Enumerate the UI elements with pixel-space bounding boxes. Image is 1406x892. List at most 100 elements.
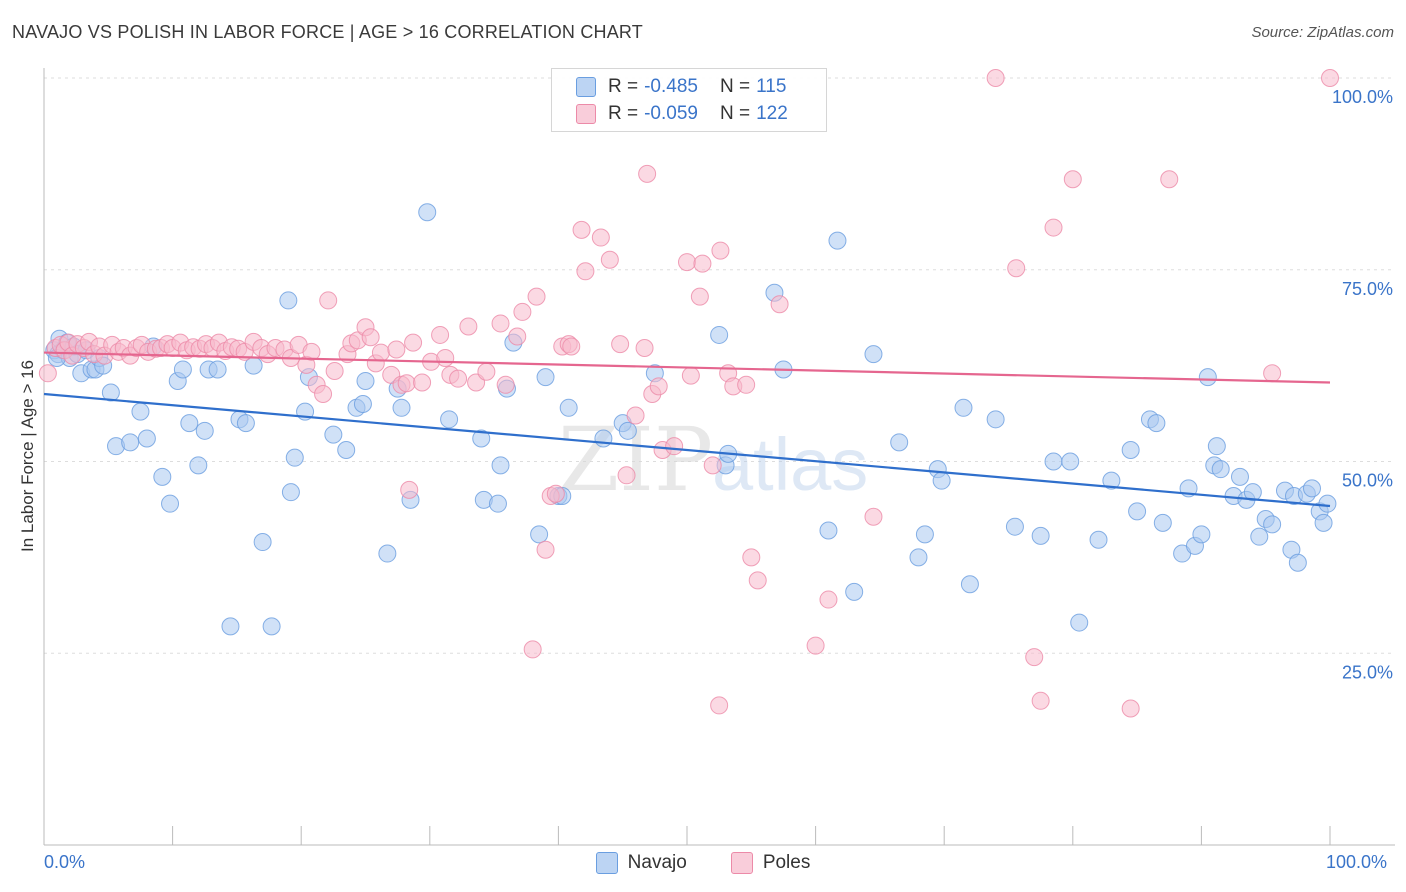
poles-point (459, 317, 478, 336)
legend-n-label: N = (719, 76, 751, 97)
navajo-point (1198, 368, 1217, 387)
navajo-point (153, 467, 172, 486)
navajo-point (536, 368, 555, 387)
navajo-point (1128, 502, 1147, 521)
poles-point (513, 302, 532, 321)
poles-point (449, 369, 468, 388)
navajo-point (1044, 452, 1063, 471)
navajo-point (208, 360, 227, 379)
navajo-point (488, 494, 507, 513)
poles-point (371, 343, 390, 362)
poles-point (711, 241, 730, 260)
navajo-point (559, 398, 578, 417)
navajo-point (324, 425, 343, 444)
poles-r-value: -0.059 (644, 103, 698, 124)
poles-point (806, 636, 825, 655)
poles-point (38, 364, 57, 383)
poles-point (508, 327, 527, 346)
navajo-point (262, 617, 281, 636)
poles-point (523, 640, 542, 659)
navajo-point (1250, 527, 1269, 546)
axes (43, 68, 1395, 846)
poles-point (527, 287, 546, 306)
navajo-r-value: -0.485 (644, 76, 698, 97)
poles-legend-swatch (730, 852, 753, 874)
series-legend: Navajo Poles (0, 852, 1406, 874)
navajo-point (356, 371, 375, 390)
poles-point (1044, 218, 1063, 237)
navajo-point (1147, 414, 1166, 433)
navajo-point (1070, 613, 1089, 632)
navajo-point (960, 575, 979, 594)
poles-n-value: 122 (756, 103, 788, 124)
legend-row-poles: R = -0.059 N = 122 (576, 102, 788, 126)
poles-point (611, 335, 630, 354)
navajo-point (819, 521, 838, 540)
navajo-point (281, 483, 300, 502)
navajo-point (986, 410, 1005, 429)
navajo-point (710, 325, 729, 344)
poles-point (477, 362, 496, 381)
poles-point (404, 333, 423, 352)
poles-swatch (576, 104, 596, 124)
poles-point (617, 466, 636, 485)
poles-point (413, 373, 432, 392)
poles-point (1121, 699, 1140, 718)
y-tick-labels: 25.0% 50.0% 75.0% 100.0% (1332, 87, 1393, 682)
navajo-point (392, 398, 411, 417)
navajo-trend-line (43, 392, 1331, 508)
poles-point (496, 375, 515, 394)
poles-series (38, 69, 1339, 718)
poles-point (742, 548, 761, 567)
navajo-point (1230, 467, 1249, 486)
poles-point (600, 250, 619, 269)
navajo-point (1207, 437, 1226, 456)
poles-point (397, 374, 416, 393)
poles-legend-label: Poles (762, 852, 811, 873)
poles-point (710, 696, 729, 715)
poles-point (737, 375, 756, 394)
poles-point (1321, 69, 1339, 87)
legend-n-label: N = (719, 103, 751, 124)
navajo-series (45, 203, 1337, 636)
poles-trend-line (43, 351, 1331, 384)
grid-lines (44, 77, 1395, 654)
poles-point (986, 69, 1005, 87)
poles-point (690, 287, 709, 306)
poles-point (665, 437, 684, 456)
x-tick-label-max: 100.0% (1326, 852, 1388, 872)
poles-point (1160, 170, 1179, 189)
navajo-point (909, 548, 928, 567)
navajo-point (1005, 517, 1024, 536)
poles-point (638, 164, 657, 183)
navajo-point (1192, 525, 1211, 544)
navajo-point (440, 410, 459, 429)
poles-point (591, 228, 610, 247)
poles-point (1025, 648, 1044, 667)
y-tick-label-75: 75.0% (1342, 279, 1393, 299)
poles-point (400, 480, 419, 499)
navajo-point (253, 533, 272, 552)
poles-point (819, 590, 838, 609)
navajo-point (101, 383, 120, 402)
navajo-point (618, 421, 637, 440)
navajo-point (121, 433, 140, 452)
navajo-point (1121, 440, 1140, 459)
navajo-point (1061, 452, 1080, 471)
navajo-point (954, 398, 973, 417)
navajo-point (1102, 471, 1121, 490)
navajo-point (1243, 483, 1262, 502)
poles-point (431, 325, 450, 344)
y-tick-label-25: 25.0% (1342, 662, 1393, 682)
poles-point (546, 484, 565, 503)
poles-point (319, 291, 338, 310)
navajo-point (1211, 460, 1230, 479)
navajo-point (180, 414, 199, 433)
navajo-point (530, 525, 549, 544)
poles-point (314, 385, 333, 404)
poles-point (1263, 364, 1282, 383)
legend-r-label: R = (608, 76, 639, 97)
navajo-n-value: 115 (756, 76, 787, 97)
navajo-point (236, 414, 255, 433)
navajo-point (337, 440, 356, 459)
